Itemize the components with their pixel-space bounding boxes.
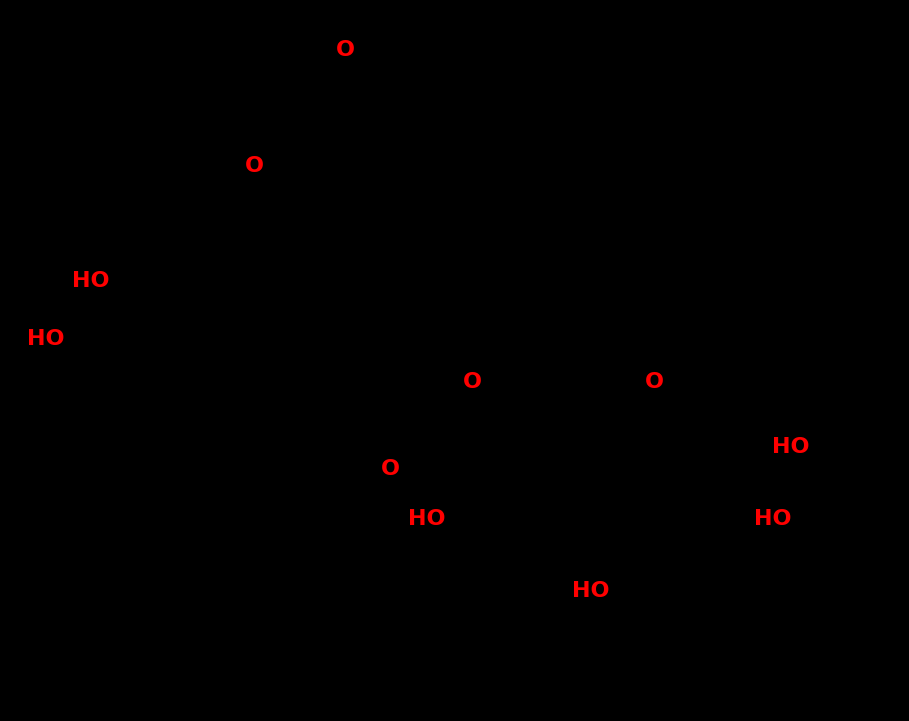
Text: HO: HO bbox=[72, 271, 110, 291]
Text: O: O bbox=[245, 156, 264, 176]
Text: O: O bbox=[645, 372, 664, 392]
Text: O: O bbox=[382, 459, 400, 479]
Text: HO: HO bbox=[572, 581, 610, 601]
Text: HO: HO bbox=[772, 437, 810, 457]
Text: O: O bbox=[336, 40, 355, 61]
Text: HO: HO bbox=[754, 509, 792, 529]
Text: O: O bbox=[464, 372, 482, 392]
Text: HO: HO bbox=[408, 509, 446, 529]
Text: HO: HO bbox=[26, 329, 65, 349]
